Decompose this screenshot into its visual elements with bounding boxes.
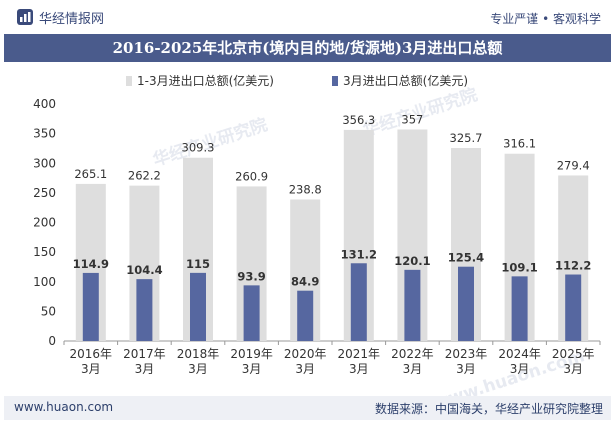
top-bar: 华经情报网 专业严谨 • 客观科学	[0, 0, 615, 34]
data-label-total: 262.2	[128, 169, 161, 183]
x-tick-label: 2023年 3月	[445, 347, 488, 376]
bar-month	[511, 276, 528, 341]
data-label-month: 131.2	[341, 247, 377, 261]
bar-month	[297, 290, 314, 341]
y-tick-label: 400	[33, 97, 56, 111]
data-label-total: 265.1	[74, 167, 107, 181]
data-label-month: 84.9	[291, 275, 319, 289]
data-label-month: 115	[186, 257, 210, 271]
y-tick-label: 100	[33, 275, 56, 289]
y-tick-label: 200	[33, 216, 56, 230]
brand-name: 华经情报网	[39, 11, 105, 27]
data-label-total: 356.3	[342, 113, 375, 127]
x-tick-label: 2020年 3月	[284, 347, 327, 376]
bar-month	[458, 266, 474, 341]
x-tick-label: 2018年 3月	[177, 347, 220, 376]
bar-month	[190, 272, 206, 341]
bar-month	[565, 274, 582, 341]
bar-month	[243, 285, 260, 341]
footer: www.huaon.com 数据来源：中国海关，华经产业研究院整理	[4, 396, 611, 420]
data-label-total: 260.9	[235, 169, 268, 183]
legend-label: 3月进出口总额(亿美元)	[343, 73, 468, 88]
bar-month	[404, 269, 421, 341]
data-label-month: 114.9	[73, 257, 109, 271]
data-label-total: 357	[401, 112, 423, 126]
bar-month	[82, 272, 99, 341]
data-label-total: 309.3	[182, 141, 215, 155]
y-tick-label: 150	[33, 245, 56, 259]
x-tick-label: 2019年 3月	[230, 347, 273, 376]
chart-title: 2016-2025年北京市(境内目的地/货源地)3月进出口总额	[4, 34, 611, 62]
bar-chart: 1-3月进出口总额(亿美元) 3月进出口总额(亿美元) 0 50 100 150 200 25…	[33, 73, 601, 376]
y-tick-label: 250	[33, 186, 56, 200]
legend-label: 1-3月进出口总额(亿美元)	[137, 73, 274, 88]
x-tick-label: 2022年 3月	[391, 347, 434, 376]
data-label-month: 109.1	[501, 260, 537, 274]
x-tick-label: 2024年 3月	[498, 347, 541, 376]
y-tick-label: 0	[48, 334, 56, 348]
x-tick-label: 2016年 3月	[70, 347, 113, 376]
data-label-total: 279.4	[557, 158, 590, 172]
data-label-month: 104.4	[126, 263, 162, 277]
data-label-total: 238.8	[289, 183, 322, 197]
legend-swatch	[332, 76, 338, 86]
footer-source: 数据来源：中国海关，华经产业研究院整理	[374, 402, 603, 416]
y-tick-label: 350	[33, 127, 56, 141]
data-label-month: 125.4	[448, 251, 484, 265]
footer-website[interactable]: www.huaon.com	[14, 400, 114, 414]
data-label-month: 120.1	[394, 254, 430, 268]
bar-month	[350, 263, 367, 341]
legend-swatch	[126, 76, 132, 86]
x-tick-label: 2021年 3月	[338, 347, 381, 376]
slogan: 专业严谨 • 客观科学	[490, 12, 601, 26]
y-tick-label: 50	[41, 304, 56, 318]
brand-logo: 华经情报网	[16, 8, 105, 27]
y-tick-label: 300	[33, 156, 56, 170]
data-label-month: 112.2	[555, 259, 591, 273]
x-tick-label: 2025年 3月	[552, 347, 595, 376]
data-label-month: 93.9	[237, 269, 265, 283]
x-tick-label: 2017年 3月	[123, 347, 166, 376]
brand-logo-icon	[17, 9, 33, 25]
data-label-total: 316.1	[503, 137, 536, 151]
bar-month	[136, 279, 153, 341]
data-label-total: 325.7	[450, 131, 483, 145]
